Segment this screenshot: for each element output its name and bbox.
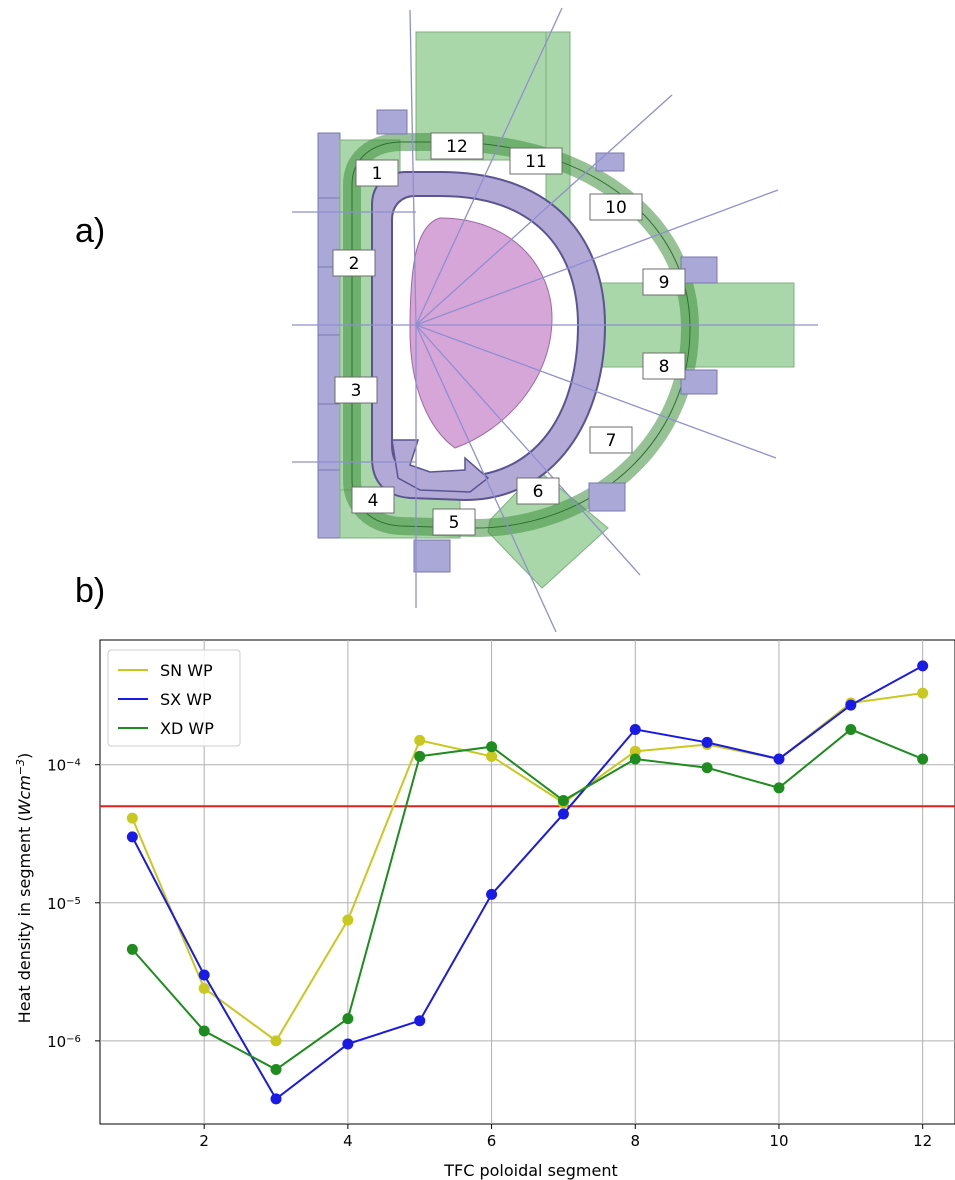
segment-label-box-9	[642, 268, 686, 296]
segment-label-2: 2	[349, 254, 360, 274]
data-point-sx-wp	[270, 1093, 282, 1105]
segment-label-3: 3	[351, 381, 362, 401]
plot-frame	[99, 639, 955, 1125]
data-point-xd-wp	[198, 1025, 210, 1037]
segment-label-box-4	[351, 486, 395, 514]
data-point-sx-wp	[342, 1038, 354, 1050]
legend-box	[107, 649, 241, 747]
data-point-sn-wp	[342, 914, 354, 926]
x-tick-label: 8	[630, 1132, 640, 1150]
data-point-xd-wp	[270, 1064, 282, 1076]
segment-label-6: 6	[533, 482, 544, 502]
data-point-sn-wp	[629, 745, 641, 757]
segment-label-box-7	[589, 426, 633, 454]
y-tick-label: 10−6	[47, 1033, 81, 1051]
y-axis-ticks: 10−6 10−5 10−4	[47, 757, 100, 1051]
legend-label: XD WP	[160, 719, 214, 738]
x-tick-label: 6	[487, 1132, 497, 1150]
x-tick-label: 2	[199, 1132, 209, 1150]
data-point-sx-wp	[701, 736, 713, 748]
segment-label-box-10	[589, 193, 643, 221]
x-axis-ticks: 2 4 6 8 10 12	[199, 1124, 932, 1150]
segment-label-4: 4	[368, 491, 379, 511]
segment-rays	[292, 7, 818, 633]
x-tick-label: 12	[913, 1132, 932, 1150]
data-point-xd-wp	[557, 795, 569, 807]
data-point-sx-wp	[126, 831, 138, 843]
data-point-sx-wp	[629, 723, 641, 735]
series-line-xd-wp	[131, 728, 924, 1071]
data-point-xd-wp	[701, 762, 713, 774]
data-point-sx-wp	[486, 888, 498, 900]
data-point-sn-wp	[486, 750, 498, 762]
data-point-sx-wp	[917, 660, 929, 672]
segment-label-1: 1	[372, 164, 383, 184]
segment-label-box-11	[509, 147, 563, 175]
data-point-xd-wp	[845, 723, 857, 735]
segment-label-8: 8	[659, 357, 670, 377]
y-axis-label-exponent: −3	[14, 759, 27, 775]
segment-label-box-1	[355, 159, 399, 187]
segment-label-12: 12	[446, 137, 468, 157]
series-group	[126, 660, 929, 1105]
y-tick-label: 10−4	[47, 757, 81, 775]
heat-density-chart: 2 4 6 8 10 12 10−6 10−5 10−4 TFC poloidal segme…	[14, 639, 955, 1180]
legend: SN WP SX WP XD WP	[107, 649, 241, 747]
y-axis-label-close: )	[15, 753, 34, 759]
data-point-xd-wp	[414, 750, 426, 762]
legend-label: SX WP	[160, 690, 212, 709]
data-point-xd-wp	[342, 1013, 354, 1025]
data-point-sn-wp	[270, 1035, 282, 1047]
data-point-xd-wp	[917, 753, 929, 765]
data-point-sx-wp	[845, 699, 857, 711]
segment-label-box-8	[642, 352, 686, 380]
data-point-sx-wp	[198, 969, 210, 981]
segment-label-5: 5	[449, 513, 460, 533]
data-point-xd-wp	[486, 741, 498, 753]
data-point-xd-wp	[773, 782, 785, 794]
data-point-sx-wp	[773, 753, 785, 765]
segment-label-9: 9	[659, 273, 670, 293]
segment-label-7: 7	[606, 431, 617, 451]
segment-label-box-12	[430, 132, 484, 160]
y-axis-label-unit: Wcm	[15, 775, 34, 815]
segment-label-box-6	[516, 477, 560, 505]
series-line-sx-wp	[131, 664, 924, 1101]
segment-label-box-5	[432, 508, 476, 536]
data-point-sn-wp	[126, 812, 138, 824]
y-tick-label: 10−5	[47, 895, 81, 913]
data-point-xd-wp	[126, 943, 138, 955]
data-point-xd-wp	[629, 753, 641, 765]
segment-label-10: 10	[605, 198, 627, 218]
legend-label: SN WP	[160, 661, 213, 680]
data-point-sn-wp	[414, 734, 426, 746]
y-axis-label: Heat density in segment (Wcm−3)	[14, 753, 35, 1024]
y-axis-label-text: Heat density in segment (	[15, 815, 34, 1023]
data-point-sx-wp	[557, 808, 569, 820]
panel-a-label: a)	[75, 212, 106, 250]
x-tick-label: 4	[343, 1132, 353, 1150]
x-axis-label: TFC poloidal segment	[443, 1161, 618, 1180]
x-tick-label: 10	[769, 1132, 788, 1150]
segment-label-box-2	[332, 249, 376, 277]
panel-b-label: b)	[75, 572, 106, 610]
data-point-sx-wp	[414, 1015, 426, 1027]
segment-label-11: 11	[525, 152, 547, 172]
segment-label-box-3	[334, 376, 378, 404]
data-point-sn-wp	[198, 982, 210, 994]
data-point-sn-wp	[917, 687, 929, 699]
